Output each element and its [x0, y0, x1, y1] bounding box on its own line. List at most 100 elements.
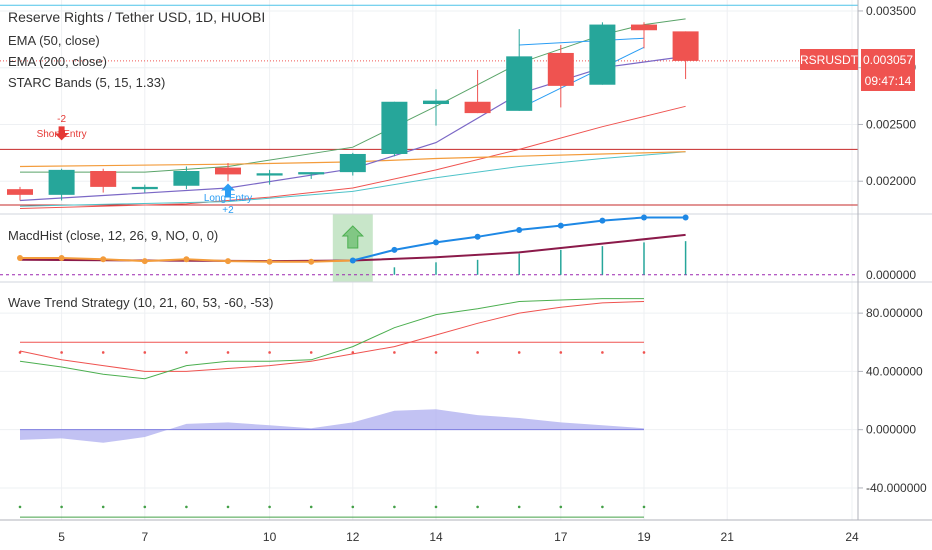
- macd-tick-label: 0.000000: [866, 268, 916, 282]
- overbought-dot: [517, 351, 521, 354]
- candle: [90, 171, 117, 187]
- wave-title: Wave Trend Strategy (10, 21, 60, 53, -60…: [8, 295, 273, 310]
- oversold-dot: [434, 505, 438, 509]
- starc-mid-line: [19, 151, 686, 207]
- macd-point: [349, 257, 356, 264]
- oversold-dot: [60, 505, 63, 509]
- macd-point: [682, 214, 689, 221]
- candle: [631, 24, 657, 31]
- candle: [256, 173, 283, 176]
- x-tick-label: 12: [346, 530, 360, 544]
- overbought-dot: [18, 351, 22, 354]
- oversold-dot: [351, 505, 355, 509]
- legend-starc: STARC Bands (5, 15, 1.33): [8, 75, 165, 90]
- overbought-dot: [185, 351, 188, 354]
- trend-line: [519, 37, 645, 46]
- macd-point: [641, 214, 647, 221]
- wave-diff-area: [20, 409, 644, 443]
- oversold-dot: [185, 505, 188, 509]
- x-tick-label: 19: [637, 530, 651, 544]
- macd-pane[interactable]: [0, 214, 858, 282]
- overbought-dot: [393, 351, 396, 354]
- short-entry-value: -2: [57, 114, 66, 125]
- long-entry-label: Long Entry: [204, 193, 252, 204]
- wave-pane[interactable]: [18, 298, 646, 518]
- overbought-dot: [601, 351, 604, 354]
- up-signal-arrow: [341, 225, 365, 249]
- x-tick-label: 7: [141, 530, 148, 544]
- candle: [672, 31, 699, 61]
- wave-tick-label: 0.000000: [866, 423, 916, 437]
- oversold-dot: [309, 505, 313, 509]
- candle: [48, 169, 75, 195]
- candle: [131, 186, 158, 190]
- macd-point: [308, 258, 315, 265]
- price-tick-label: 0.002500: [866, 117, 916, 131]
- oversold-dot: [517, 505, 521, 509]
- price-tick-label: 0.003500: [866, 4, 916, 18]
- chart-title: Reserve Rights / Tether USD, 1D, HUOBI: [8, 9, 265, 25]
- overbought-dot: [309, 351, 313, 354]
- oversold-dot: [559, 505, 563, 509]
- oversold-dot: [268, 505, 271, 509]
- oversold-dot: [143, 505, 147, 509]
- macd-point: [391, 246, 398, 253]
- x-tick-label: 14: [429, 530, 443, 544]
- overbought-dot: [60, 351, 63, 354]
- candle: [298, 172, 325, 175]
- oversold-dot: [226, 505, 230, 509]
- starc-lower-line: [19, 105, 686, 209]
- x-tick-label: 21: [721, 530, 735, 544]
- macd-point: [516, 226, 523, 233]
- wave-tick-label: -40.000000: [866, 481, 927, 495]
- candle: [173, 171, 200, 186]
- price-tick-label: 0.002000: [866, 174, 916, 188]
- macd-point: [225, 258, 231, 265]
- macd-point: [17, 254, 23, 261]
- macd-point: [266, 258, 273, 265]
- last-price-text: 0.003057: [863, 53, 913, 67]
- oversold-dot: [642, 505, 646, 509]
- trend-line: [518, 46, 645, 110]
- macd-point: [557, 222, 564, 229]
- countdown-badge: [861, 70, 915, 91]
- macd-point: [433, 239, 439, 246]
- short-entry-arrow: [54, 126, 69, 141]
- countdown-text: 09:47:14: [865, 74, 912, 88]
- macd-point: [100, 256, 107, 263]
- oversold-dot: [476, 505, 479, 509]
- overbought-dot: [476, 351, 479, 354]
- long-entry-value: +2: [222, 205, 234, 216]
- overbought-dot: [351, 351, 355, 354]
- symbol-badge: [800, 49, 858, 70]
- x-tick-label: 5: [58, 530, 65, 544]
- x-tick-label: 10: [263, 530, 277, 544]
- candle: [339, 153, 366, 173]
- macd-title: MacdHist (close, 12, 26, 9, NO, 0, 0): [8, 228, 218, 243]
- candle: [7, 189, 33, 195]
- overbought-dot: [268, 351, 271, 354]
- candle: [589, 24, 616, 85]
- wave-tick-label: 80.000000: [866, 306, 923, 320]
- symbol-badge-text: RSRUSDT: [800, 53, 859, 67]
- wt1-line: [19, 298, 644, 380]
- overbought-dot: [143, 351, 147, 354]
- wt2-line: [19, 301, 645, 372]
- macd-point: [141, 258, 148, 265]
- macd-point: [58, 254, 65, 261]
- oversold-dot: [393, 505, 396, 509]
- candle: [506, 56, 533, 111]
- overbought-dot: [559, 351, 563, 354]
- long-entry-arrow: [221, 183, 235, 198]
- overbought-dot: [101, 351, 105, 354]
- candle: [381, 101, 408, 154]
- candle: [547, 52, 574, 86]
- legend-ema200: EMA (200, close): [8, 54, 107, 69]
- candle: [423, 100, 449, 105]
- macd-point: [474, 233, 481, 240]
- oversold-dot: [18, 505, 22, 509]
- grid: [0, 0, 858, 520]
